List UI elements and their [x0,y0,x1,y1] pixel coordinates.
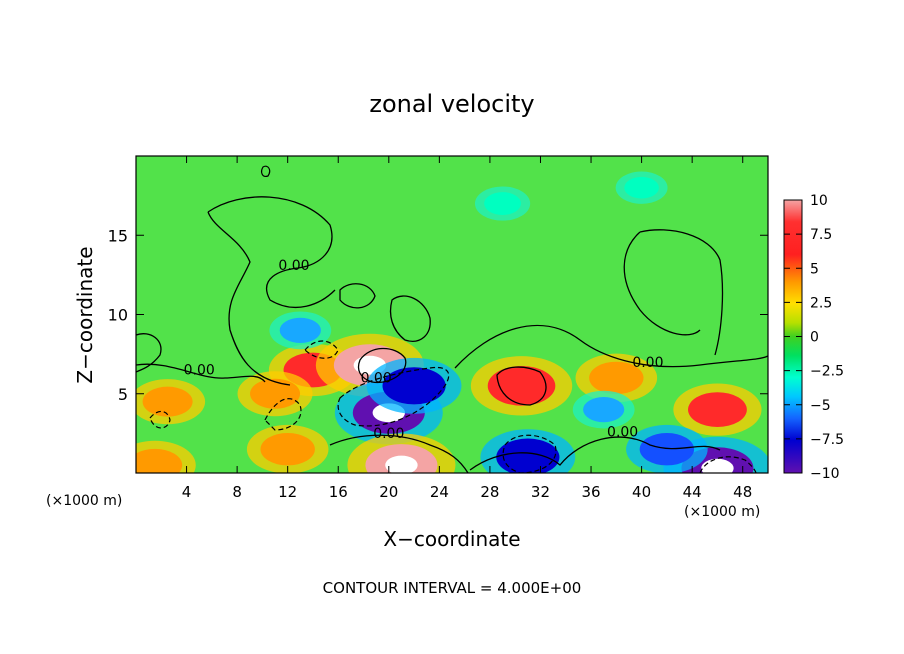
x-tick-label-3: 16 [329,483,348,501]
x-axis-label: X−coordinate [383,527,520,551]
contour-interval: CONTOUR INTERVAL = 4.000E+00 [323,579,582,597]
x-tick-label-5: 24 [430,483,449,501]
x-tick-label-6: 28 [480,483,499,501]
plot-area: 0.000.00 0.000.000.000.00 4 8 12 16 20 24 28 32 3… [108,155,769,501]
feature-core-12 [279,317,321,343]
colorbar-tick-label-7: −7.5 [810,432,844,448]
x-tick-label-10: 44 [683,483,702,501]
feature-peak-4 [385,455,418,473]
feature-peak-8 [701,458,734,473]
contour-label-5: 0.00 [607,425,638,441]
feature-core-15 [260,433,315,466]
x-tick-label-2: 12 [278,483,297,501]
x-tick-label-11: 48 [733,483,752,501]
colorbar-tick-label-2: 5 [810,261,819,277]
feature-core-13 [484,192,521,215]
contour-lines [136,165,768,473]
contour-label-0: 0.00 [278,258,309,274]
contour-label-4: 0.00 [632,355,663,371]
x-tick-label-8: 36 [581,483,600,501]
feature-core-16 [136,448,183,473]
feature-core-17 [639,433,695,466]
x-unit-right: (×1000 m) [684,504,760,520]
x-tick-label-0: 4 [182,483,192,501]
feature-core-14 [624,176,659,199]
colorbar-tick-label-1: 7.5 [810,227,832,243]
y-tick-label-1: 10 [108,306,128,325]
colorbar-tick-label-6: −5 [810,398,831,414]
contour-label-1: 0.00 [184,363,215,379]
x-tick-label-1: 8 [232,483,242,501]
y-tick-label-2: 15 [108,226,128,245]
colorbar: 10 7.5 5 2.5 0 −2.5 −5 −7.5 −10 [783,193,844,482]
feature-core-18 [583,397,625,423]
feature-core-11 [142,386,193,417]
feature-core-10 [250,378,301,409]
colorbar-tick-label-0: 10 [810,193,828,209]
x-tick-label-7: 32 [531,483,550,501]
x-tick-label-4: 20 [379,483,398,501]
colorbar-tick-label-5: −2.5 [810,364,844,380]
feature-core-5 [487,366,556,406]
colorbar-tick-label-4: 0 [810,330,819,346]
y-tick-label-0: 5 [118,385,128,404]
y-axis-label: Z−coordinate [73,246,97,383]
colorbar-tick-label-3: 2.5 [810,295,832,311]
feature-core-6 [589,361,644,395]
feature-core-3 [382,367,446,405]
colorbar-tick-label-8: −10 [810,466,840,482]
feature-core-9 [496,438,560,473]
plot-background [136,156,768,473]
contour-label-2: 0.00 [361,371,392,387]
chart-title: zonal velocity [369,90,534,118]
x-unit-left: (×1000 m) [46,493,122,509]
contour-label-3: 0.00 [373,426,404,442]
x-tick-label-9: 40 [632,483,651,501]
feature-core-7 [688,392,747,427]
